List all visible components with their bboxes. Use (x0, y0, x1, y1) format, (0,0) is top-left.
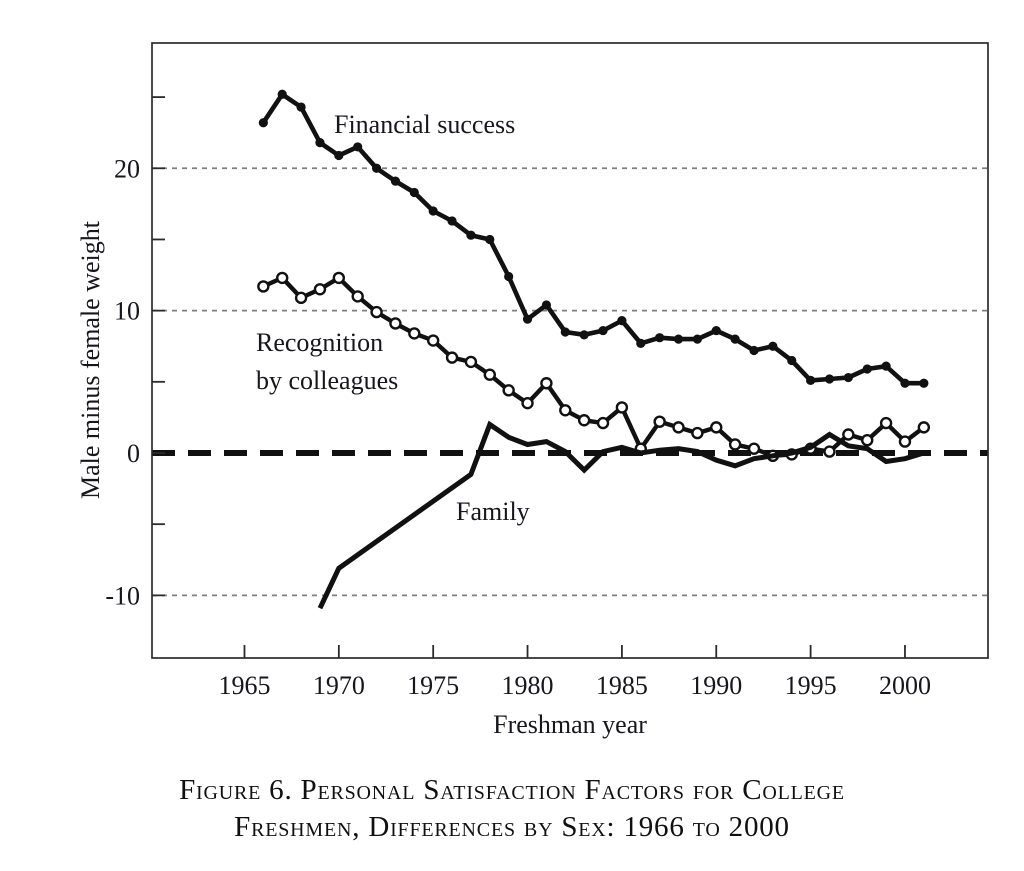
data-point-open-circle (502, 384, 515, 397)
data-point-open-circle (483, 368, 496, 381)
data-point-open-circle (389, 317, 402, 330)
data-point-filled-circle (277, 89, 287, 99)
data-point-filled-circle (428, 206, 438, 216)
data-point-filled-circle (749, 345, 759, 356)
data-point-open-circle (370, 305, 383, 319)
data-point-open-circle (710, 421, 723, 434)
data-point-filled-circle (579, 330, 589, 340)
data-point-open-circle (559, 404, 572, 417)
data-point-filled-circle (522, 314, 533, 324)
data-point-filled-circle (466, 230, 476, 240)
data-point-open-circle (540, 377, 553, 390)
data-point-open-circle (445, 351, 459, 364)
data-point-open-circle (898, 435, 912, 448)
x-tick-label: 2000 (879, 671, 931, 700)
data-point-open-circle (313, 283, 327, 296)
series-label-recognition-line1: Recognition (256, 328, 384, 357)
data-point-filled-circle (504, 271, 514, 282)
x-tick-label: 1970 (313, 671, 365, 700)
series-line-family (317, 420, 925, 610)
data-point-open-circle (672, 421, 685, 434)
data-point-open-circle (615, 401, 629, 414)
data-point-filled-circle (692, 334, 702, 344)
data-point-open-circle (861, 433, 874, 447)
data-point-open-circle (842, 428, 855, 441)
data-point-filled-circle (824, 374, 835, 384)
data-point-open-circle (823, 445, 836, 458)
x-tick-label: 1965 (218, 671, 270, 700)
plot-frame (151, 42, 989, 659)
data-point-filled-circle (371, 163, 382, 173)
data-point-filled-circle (409, 187, 419, 198)
data-point-filled-circle (843, 372, 853, 383)
data-point-open-circle (426, 334, 440, 347)
data-point-filled-circle (315, 138, 325, 148)
data-point-filled-circle (711, 325, 721, 336)
data-point-open-circle (879, 416, 893, 430)
figure-caption-line2: Freshmen, Differences by Sex: 1966 to 20… (234, 811, 790, 843)
data-point-open-circle (577, 414, 591, 427)
x-tick-label: 1995 (785, 671, 837, 700)
data-point-open-circle (747, 442, 761, 455)
data-point-filled-circle (730, 334, 740, 344)
data-point-filled-circle (881, 361, 891, 371)
data-point-filled-circle (900, 378, 910, 388)
data-point-filled-circle (353, 142, 363, 152)
data-point-open-circle (596, 416, 610, 430)
series-label-family: Family (456, 497, 530, 526)
data-point-open-circle (691, 426, 704, 440)
data-point-filled-circle (296, 102, 306, 112)
data-point-open-circle (332, 271, 346, 285)
data-point-filled-circle (447, 216, 457, 226)
figure-caption-line1: Figure 6. Personal Satisfaction Factors … (179, 774, 845, 806)
x-axis-title: Freshman year (493, 710, 647, 739)
data-point-filled-circle (673, 334, 684, 344)
y-tick-label: 20 (114, 154, 140, 183)
data-point-filled-circle (390, 176, 401, 186)
data-point-open-circle (408, 327, 421, 340)
data-point-open-circle (464, 355, 478, 369)
data-point-filled-circle (485, 234, 495, 245)
x-tick-label: 1980 (502, 671, 554, 700)
series-label-recognition-line2: by colleagues (256, 366, 399, 395)
x-tick-label: 1975 (407, 671, 459, 700)
x-tick-label: 1990 (690, 671, 742, 700)
y-axis-title: Male minus female weight (76, 221, 105, 499)
data-point-filled-circle (636, 338, 646, 348)
data-point-open-circle (294, 291, 308, 305)
data-point-open-circle (351, 290, 364, 303)
data-point-filled-circle (919, 378, 929, 388)
data-point-open-circle (257, 280, 270, 293)
data-point-filled-circle (560, 327, 570, 337)
data-point-filled-circle (334, 150, 344, 161)
data-point-filled-circle (806, 375, 816, 385)
data-point-filled-circle (598, 325, 608, 336)
y-tick-label: 0 (127, 439, 140, 468)
y-tick-label: -10 (105, 581, 140, 610)
series-label-recognition: Recognition by colleagues (256, 324, 398, 400)
data-point-filled-circle (541, 300, 552, 310)
series-label-financial-success: Financial success (334, 110, 516, 139)
x-tick-label: 1985 (596, 671, 648, 700)
data-point-filled-circle (655, 333, 665, 343)
y-tick-label: 10 (114, 297, 140, 326)
data-point-filled-circle (258, 118, 268, 128)
data-point-open-circle (917, 421, 931, 434)
data-point-filled-circle (768, 341, 778, 351)
data-point-open-circle (728, 438, 742, 451)
data-point-open-circle (653, 415, 666, 428)
data-point-filled-circle (862, 364, 872, 374)
data-point-open-circle (276, 271, 289, 285)
data-point-filled-circle (617, 316, 627, 326)
data-point-filled-circle (787, 355, 797, 366)
figure-caption: Figure 6. Personal Satisfaction Factors … (0, 772, 1024, 846)
data-point-open-circle (521, 396, 534, 410)
